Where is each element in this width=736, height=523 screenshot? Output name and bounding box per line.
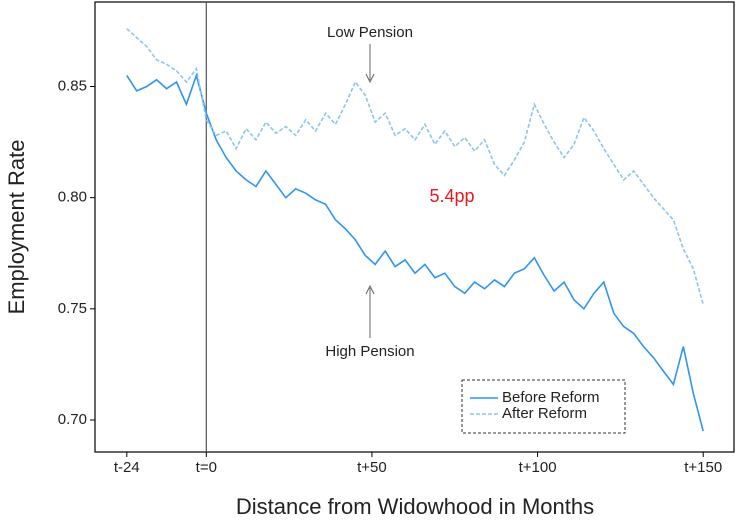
y-tick-label: 0.80 xyxy=(58,189,87,206)
x-tick-label: t+100 xyxy=(519,459,557,476)
legend-box xyxy=(461,379,626,434)
annotation: Low Pension xyxy=(327,24,413,41)
x-tick-label: t-24 xyxy=(114,459,140,476)
arrow-head xyxy=(365,73,375,84)
y-tick-label: 0.75 xyxy=(58,300,87,317)
x-tick-label: t+150 xyxy=(684,459,722,476)
y-tick-label: 0.70 xyxy=(58,411,87,428)
annotation: 5.4pp xyxy=(429,186,474,206)
annotation: High Pension xyxy=(325,343,414,360)
x-tick-label: t+50 xyxy=(357,459,387,476)
series-line xyxy=(126,72,704,432)
y-tick-label: 0.85 xyxy=(58,77,87,94)
series-line xyxy=(126,28,704,305)
legend-label: Before Reform xyxy=(502,389,600,406)
plot-frame xyxy=(94,1,735,453)
arrow-head xyxy=(365,284,375,295)
y-axis-label: Employment Rate xyxy=(4,140,29,315)
x-tick-label: t=0 xyxy=(196,459,217,476)
legend-label: After Reform xyxy=(502,405,587,422)
x-axis-label: Distance from Widowhood in Months xyxy=(236,494,594,519)
